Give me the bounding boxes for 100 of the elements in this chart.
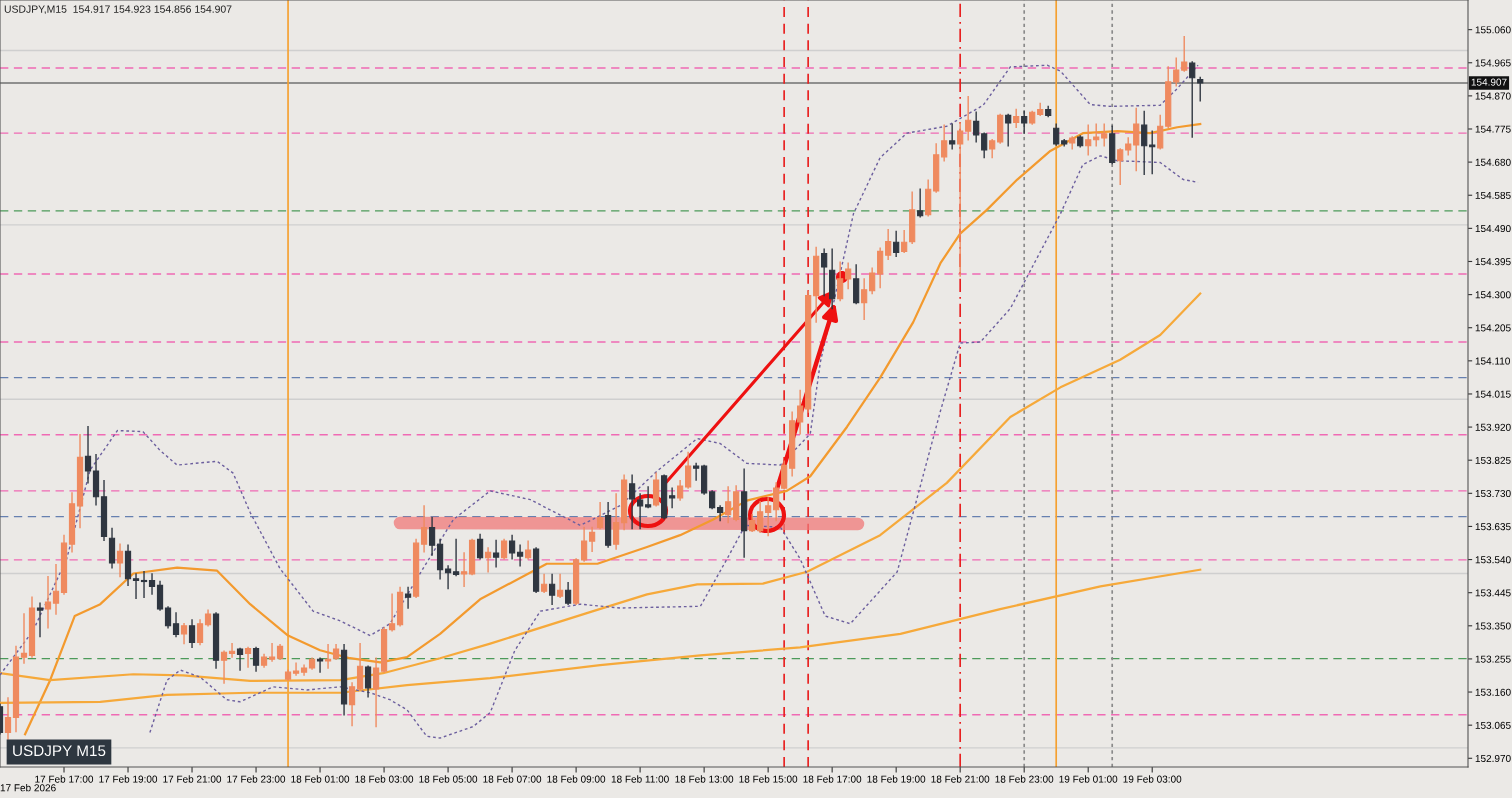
x-tick-label: 18 Feb 07:00	[483, 775, 542, 783]
y-tick-label: 154.205	[1475, 324, 1511, 332]
candlestick	[757, 500, 764, 534]
x-tick-label: 17 Feb 17:00	[35, 775, 94, 783]
candlestick	[140, 571, 148, 598]
candlestick	[637, 493, 644, 530]
y-tick-label: 153.160	[1475, 688, 1511, 696]
candlestick	[116, 543, 124, 578]
candlestick	[1197, 76, 1204, 102]
candlestick	[645, 486, 652, 509]
x-tick-label: 18 Feb 01:00	[291, 775, 350, 783]
candlestick	[484, 547, 492, 573]
candlestick	[1005, 113, 1012, 147]
candlestick	[460, 552, 468, 588]
candlestick	[725, 486, 732, 524]
candlestick	[188, 619, 196, 649]
x-tick-label: 19 Feb 01:00	[1059, 775, 1118, 783]
x-tick-label: 18 Feb 05:00	[419, 775, 478, 783]
annotation: USDJPY M15	[13, 745, 106, 757]
candlestick	[693, 462, 700, 481]
x-tick-label: 17 Feb 21:00	[163, 775, 222, 783]
candlestick	[1013, 108, 1020, 128]
candlestick	[252, 646, 260, 672]
candlestick	[957, 122, 964, 277]
candlestick	[797, 389, 804, 435]
candlestick	[1133, 107, 1140, 172]
candlestick	[893, 230, 900, 257]
candlestick	[476, 533, 484, 560]
candlestick	[861, 278, 868, 321]
candlestick	[508, 534, 516, 560]
candlestick	[885, 229, 892, 261]
candlestick	[556, 573, 564, 598]
candlestick	[236, 647, 244, 671]
y-tick-label: 152.970	[1475, 754, 1511, 763]
candlestick	[917, 188, 924, 218]
candlestick	[180, 623, 188, 645]
candlestick	[452, 538, 460, 577]
candlestick	[588, 526, 596, 552]
y-tick-label: 153.730	[1475, 489, 1511, 498]
candlestick	[1181, 35, 1188, 72]
candlestick	[1173, 57, 1180, 87]
candlestick	[244, 646, 252, 668]
candlestick	[1117, 148, 1124, 186]
candlestick	[781, 460, 788, 490]
candlestick	[1053, 123, 1060, 146]
y-tick-label: 153.445	[1475, 589, 1511, 597]
candlestick	[1157, 114, 1164, 150]
candlestick	[292, 662, 300, 676]
x-tick-label: 18 Feb 21:00	[931, 775, 990, 783]
y-tick-label: 154.015	[1475, 390, 1511, 398]
candlestick	[981, 132, 988, 159]
x-tick-label: 18 Feb 19:00	[867, 775, 926, 783]
y-tick-label: 153.065	[1475, 721, 1511, 729]
candlestick	[580, 526, 588, 562]
candlestick	[220, 650, 228, 684]
candlestick	[420, 505, 428, 553]
candlestick	[36, 602, 44, 638]
candlestick	[765, 497, 772, 537]
y-tick-label: 154.110	[1475, 357, 1510, 365]
candlestick	[628, 474, 636, 530]
candlestick	[148, 573, 156, 595]
y-tick-label: 154.300	[1475, 291, 1511, 299]
candlestick	[196, 619, 204, 646]
x-tick-label: 18 Feb 17:00	[803, 775, 862, 783]
y-tick-label: 154.585	[1475, 191, 1511, 199]
candlestick	[685, 451, 692, 489]
candlestick	[268, 642, 276, 662]
candlestick	[837, 261, 844, 302]
y-tick-label: 154.490	[1475, 225, 1511, 233]
ref-line-label: 154.907	[1471, 78, 1507, 86]
candlestick	[596, 502, 604, 530]
candlestick	[949, 123, 956, 150]
candlestick	[324, 643, 332, 669]
candlestick	[84, 426, 92, 484]
candlestick	[869, 267, 876, 295]
candlestick	[1141, 110, 1148, 176]
y-tick-label: 154.775	[1475, 125, 1511, 133]
candlestick	[444, 565, 452, 590]
y-tick-label: 155.060	[1475, 26, 1511, 34]
candlestick	[1189, 61, 1196, 138]
candlestick	[973, 111, 980, 143]
y-tick-label: 154.680	[1475, 158, 1511, 166]
candlestick	[172, 612, 180, 638]
candlestick	[1021, 110, 1028, 134]
candlestick	[669, 487, 676, 509]
y-tick-label: 153.920	[1475, 423, 1511, 431]
candlestick	[612, 493, 620, 550]
x-tick-label: 18 Feb 13:00	[675, 775, 734, 783]
candlestick	[1149, 130, 1156, 175]
candlestick	[548, 573, 556, 605]
candlestick	[492, 539, 500, 568]
candlestick	[901, 230, 908, 254]
candlestick	[773, 482, 780, 522]
x-tick-label: 17 Feb 19:00	[99, 775, 158, 783]
candlestick	[845, 262, 852, 290]
y-tick-label: 153.635	[1475, 523, 1511, 531]
candlestick	[821, 248, 828, 297]
candlestick	[132, 573, 140, 599]
x-tick-label: 18 Feb 15:00	[739, 775, 798, 783]
candlestick	[228, 642, 236, 658]
